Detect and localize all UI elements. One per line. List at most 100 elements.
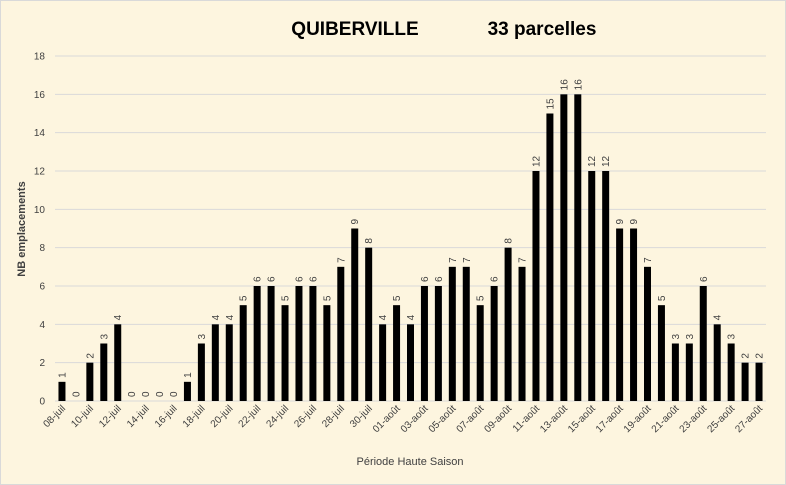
bar: [225, 324, 233, 401]
bar: [727, 343, 735, 401]
bar: [183, 381, 191, 401]
bar: [546, 113, 554, 401]
value-label: 6: [420, 276, 431, 282]
value-label: 7: [643, 257, 654, 263]
value-label: 3: [685, 334, 696, 340]
bar: [114, 324, 122, 401]
value-label: 9: [615, 219, 626, 225]
value-label: 12: [601, 155, 612, 167]
y-axis-label: NB emplacements: [16, 181, 28, 276]
value-label: 9: [629, 219, 640, 225]
bar: [448, 266, 456, 401]
bar: [295, 286, 303, 401]
value-label: 16: [573, 79, 584, 91]
value-label: 2: [755, 353, 766, 359]
y-tick-label: 0: [39, 397, 45, 408]
value-label: 6: [434, 276, 445, 282]
value-label: 2: [85, 353, 96, 359]
y-tick-label: 4: [39, 320, 45, 331]
y-tick-label: 16: [34, 90, 46, 101]
bar: [630, 228, 638, 401]
bar: [393, 305, 401, 401]
y-tick-label: 6: [39, 282, 45, 293]
value-label: 4: [406, 314, 417, 320]
value-label: 0: [169, 391, 180, 397]
bar: [755, 362, 763, 401]
y-tick-label: 12: [34, 167, 46, 178]
bar: [518, 266, 526, 401]
value-label: 9: [350, 219, 361, 225]
bar: [462, 266, 470, 401]
bar: [588, 171, 596, 401]
bar: [309, 286, 317, 401]
value-label: 6: [490, 276, 501, 282]
value-label: 5: [239, 295, 250, 301]
value-label: 3: [727, 334, 738, 340]
bar: [407, 324, 414, 401]
value-label: 6: [699, 276, 710, 282]
chart-title: QUIBERVILLE: [291, 19, 418, 40]
value-label: 5: [392, 295, 403, 301]
value-label: 0: [141, 391, 152, 397]
value-label: 5: [322, 295, 333, 301]
bar: [281, 305, 289, 401]
y-tick-label: 18: [34, 52, 46, 63]
value-label: 3: [197, 334, 208, 340]
value-label: 12: [531, 155, 542, 167]
bar: [351, 228, 359, 401]
bar: [602, 171, 610, 401]
value-label: 12: [587, 155, 598, 167]
bar: [644, 266, 651, 401]
bar: [253, 286, 261, 401]
bar: [100, 343, 108, 401]
bar: [657, 305, 665, 401]
bar: [434, 286, 442, 401]
y-tick-label: 2: [39, 358, 45, 369]
y-tick-label: 14: [34, 128, 46, 139]
bar: [671, 343, 679, 401]
value-label: 0: [155, 391, 166, 397]
value-label: 15: [545, 98, 556, 110]
value-label: 2: [741, 353, 752, 359]
bar: [532, 171, 540, 401]
bar: [86, 362, 94, 401]
value-label: 5: [281, 295, 292, 301]
bar: [365, 247, 373, 401]
value-label: 5: [657, 295, 668, 301]
bar: [58, 381, 66, 401]
value-label: 3: [99, 334, 110, 340]
value-label: 7: [336, 257, 347, 263]
bar: [476, 305, 484, 401]
bar: [211, 324, 219, 401]
value-label: 7: [518, 257, 529, 263]
bar: [239, 305, 247, 401]
bar: [616, 228, 624, 401]
x-axis-label: Période Haute Saison: [356, 456, 463, 468]
value-label: 6: [267, 276, 278, 282]
value-label: 8: [364, 238, 375, 244]
bar: [337, 266, 345, 401]
value-label: 4: [713, 314, 724, 320]
bar: [699, 286, 707, 401]
value-label: 0: [71, 391, 82, 397]
value-label: 4: [211, 314, 222, 320]
value-label: 6: [253, 276, 264, 282]
value-label: 16: [559, 79, 570, 91]
value-label: 4: [378, 314, 389, 320]
bar: [560, 94, 568, 401]
bar: [323, 305, 331, 401]
y-tick-label: 10: [34, 205, 46, 216]
bar: [490, 286, 498, 401]
value-label: 4: [225, 314, 236, 320]
bar: [267, 286, 275, 401]
bar: [420, 286, 428, 401]
bar: [685, 343, 693, 401]
bar: [379, 324, 387, 401]
value-label: 4: [113, 314, 124, 320]
value-label: 1: [57, 372, 68, 378]
bar: [504, 247, 512, 401]
value-label: 0: [127, 391, 138, 397]
value-label: 7: [462, 257, 473, 263]
